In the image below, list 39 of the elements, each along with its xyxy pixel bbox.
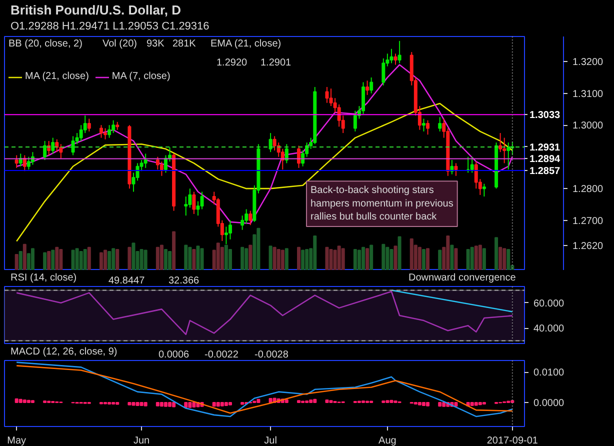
y-tick-label: 60.000	[534, 298, 565, 310]
y-tick-label: 1.3200	[572, 57, 604, 68]
legend-label: MA (21, close)	[25, 71, 89, 82]
annotation: BB (20, close, 2)	[8, 38, 82, 50]
annotation: 1.2901	[260, 58, 292, 68]
ref-line-label: 1.2931	[530, 142, 561, 154]
x-tick-label: Jun	[133, 436, 150, 446]
annotation: 32.366	[168, 276, 200, 286]
x-tick-label: May	[7, 436, 26, 446]
y-tick-label: 1.3100	[572, 88, 604, 100]
ref-line-label: 1.3033	[530, 110, 561, 122]
annotation: 49.8447	[108, 276, 146, 286]
annotation: 281K	[172, 38, 196, 50]
x-tick-label: 2017-09-01	[486, 436, 538, 446]
y-tick-label: 1.2800	[572, 184, 604, 196]
chart-title: British Pound/U.S. Dollar, D	[10, 2, 181, 18]
annotation: EMA (21, close)	[210, 38, 282, 50]
ref-line-label: 1.2857	[530, 166, 561, 177]
annotation: Back-to-back shooting stars hampers momentum in previous rallies but bulls counter back	[310, 185, 454, 222]
y-tick-label: 1.2620	[572, 241, 604, 252]
y-tick-label: 40.000	[534, 324, 565, 335]
annotation: 1.2920	[216, 58, 248, 68]
text: 0.0006	[158, 350, 190, 360]
y-tick-label: 1.3000	[572, 120, 604, 132]
text: Downward convergence	[408, 272, 516, 284]
annotation: Vol (20)	[102, 38, 137, 50]
chart-title: MACD (12, 26, close, 9)	[10, 346, 118, 358]
y-tick-label: 1.2700	[572, 216, 604, 227]
annotation: 93K	[146, 38, 165, 50]
y-tick-label: 0.0000	[534, 398, 565, 409]
chart-title: RSI (14, close)	[10, 272, 77, 284]
text: -0.0028	[254, 350, 289, 360]
legend-label: MA (7, close)	[112, 71, 170, 82]
ref-line-label: 1.2894	[530, 154, 561, 166]
x-tick-label: Jul	[264, 436, 277, 446]
text: -0.0022	[204, 350, 239, 360]
chart-subtitle: O1.29288 H1.29471 L1.29053 C1.29316	[10, 20, 210, 32]
x-tick-label: Aug	[378, 436, 396, 446]
y-tick-label: 0.0100	[534, 368, 565, 379]
